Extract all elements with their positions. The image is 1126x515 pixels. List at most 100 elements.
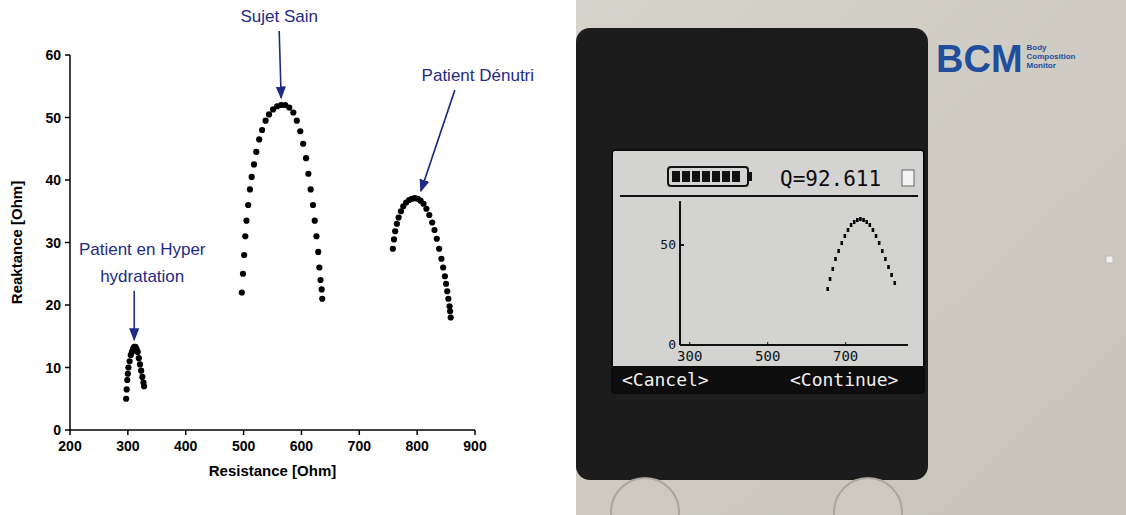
point xyxy=(862,218,865,222)
point xyxy=(442,273,448,279)
chart-background xyxy=(0,0,572,515)
point xyxy=(125,371,131,377)
point xyxy=(429,219,435,225)
point xyxy=(241,252,247,258)
point xyxy=(392,228,398,234)
point xyxy=(259,127,265,133)
point xyxy=(884,257,887,261)
x-axis xyxy=(70,429,475,431)
point xyxy=(310,202,316,208)
point xyxy=(887,265,890,269)
point xyxy=(138,368,144,374)
x-tick-label: 500 xyxy=(755,348,780,364)
battery-tip xyxy=(748,172,752,181)
x-tick xyxy=(689,342,690,345)
x-tick-label: 400 xyxy=(174,438,198,454)
brand-subtitle-line: Monitor xyxy=(1027,61,1056,70)
point xyxy=(440,264,446,270)
point xyxy=(390,246,396,252)
x-axis-title: Resistance [Ohm] xyxy=(209,462,337,479)
point xyxy=(426,212,432,218)
annotation-arrow xyxy=(279,31,281,98)
y-tick xyxy=(65,117,70,119)
y-tick xyxy=(65,179,70,181)
x-tick-label: 700 xyxy=(833,348,858,364)
point xyxy=(443,281,449,287)
battery-cell xyxy=(692,171,700,182)
point xyxy=(847,228,850,232)
point xyxy=(431,227,437,233)
point xyxy=(844,234,847,238)
battery-cell xyxy=(732,171,740,182)
point xyxy=(256,136,262,142)
x-tick-label: 700 xyxy=(348,438,372,454)
point xyxy=(312,218,318,224)
x-tick xyxy=(301,430,303,435)
annotation-arrow xyxy=(421,90,455,191)
x-tick xyxy=(845,342,846,345)
point xyxy=(859,217,862,221)
point xyxy=(124,377,130,383)
device-led xyxy=(1106,256,1113,263)
point xyxy=(139,374,145,380)
annotation-line: Patient Dénutri xyxy=(422,66,534,85)
point xyxy=(123,396,129,402)
point xyxy=(445,296,451,302)
y-tick-label: 30 xyxy=(45,235,61,251)
device-button xyxy=(834,478,902,515)
brand-subtitle: BodyCompositionMonitor xyxy=(1027,43,1076,70)
point xyxy=(872,228,875,232)
annotation-line: Patient en Hyper xyxy=(79,240,206,259)
point xyxy=(875,234,878,238)
point xyxy=(317,277,323,283)
point xyxy=(313,233,319,239)
point xyxy=(124,386,130,392)
point xyxy=(438,256,444,262)
battery-cell xyxy=(672,171,680,182)
point xyxy=(290,109,296,115)
point xyxy=(856,218,859,222)
x-tick-label: 600 xyxy=(290,438,314,454)
point xyxy=(247,186,253,192)
y-tick-label: 0 xyxy=(53,422,61,438)
brand-logo: BCM xyxy=(936,38,1023,80)
point xyxy=(245,202,251,208)
point xyxy=(423,206,429,212)
y-tick-label: 60 xyxy=(45,47,61,63)
x-tick xyxy=(243,430,245,435)
device-body xyxy=(572,0,1126,515)
point xyxy=(391,236,397,242)
battery-cell xyxy=(682,171,690,182)
x-tick-label: 300 xyxy=(677,348,702,364)
point xyxy=(141,383,147,389)
point xyxy=(297,128,303,134)
x-tick xyxy=(416,430,418,435)
point xyxy=(137,361,143,367)
y-tick-label: 50 xyxy=(660,237,676,252)
battery-cell xyxy=(712,171,720,182)
x-tick-label: 500 xyxy=(232,438,256,454)
point xyxy=(865,220,868,224)
y-tick xyxy=(65,54,70,56)
y-axis xyxy=(679,201,681,345)
y-tick xyxy=(65,429,70,431)
annotation: Patient en Hyper hydratation xyxy=(79,240,206,286)
x-tick-label: 200 xyxy=(58,438,82,454)
y-tick xyxy=(65,304,70,306)
y-tick-label: 10 xyxy=(45,360,61,376)
device: BCMBodyCompositionMonitorQ=92.6110503005… xyxy=(572,0,1126,515)
x-tick xyxy=(767,342,768,345)
point xyxy=(394,221,400,227)
point xyxy=(126,358,132,364)
x-axis xyxy=(680,344,908,346)
x-tick-label: 300 xyxy=(116,438,140,454)
point xyxy=(853,220,856,224)
y-tick xyxy=(680,244,684,246)
annotation: Sujet Sain xyxy=(240,7,318,26)
point xyxy=(840,241,843,245)
point xyxy=(444,288,450,294)
lcd-button-bar xyxy=(613,366,923,392)
point xyxy=(251,161,257,167)
annotation-line: hydratation xyxy=(100,267,184,286)
lcd-button-label: <Cancel> xyxy=(622,369,709,390)
